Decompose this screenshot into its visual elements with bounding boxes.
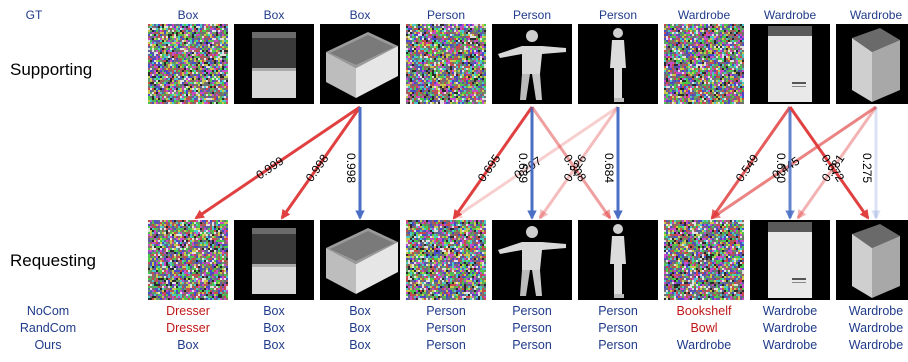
edge-weight-label: 0.620 <box>774 153 788 183</box>
edge-weight-label: 0.695 <box>475 151 504 184</box>
edge-weight-label: 0.684 <box>602 153 616 183</box>
edge-7-to-8 <box>788 106 870 220</box>
edge-2-to-0 <box>194 105 361 220</box>
result-randcom: Person <box>598 321 638 335</box>
legend-ours: Ours <box>34 338 62 352</box>
gt-header-2: Box <box>349 8 371 22</box>
supporting-image-wardrobe-front <box>750 24 830 104</box>
result-nocom: Box <box>263 304 285 318</box>
supporting-image-noise <box>148 24 228 104</box>
gt-header-1: Box <box>263 8 285 22</box>
legend-randcom: RandCom <box>19 321 77 335</box>
requesting-image-noise <box>148 220 228 300</box>
result-ours: Box <box>263 338 285 352</box>
requesting-image-wardrobe-front <box>750 220 830 300</box>
gt-header-label: GT <box>25 8 43 22</box>
result-nocom: Bookshelf <box>676 304 732 318</box>
result-randcom: Box <box>349 321 371 335</box>
supporting-image-wardrobe-angled <box>836 24 908 104</box>
supporting-image-noise <box>406 24 486 104</box>
result-nocom: Person <box>426 304 466 318</box>
result-randcom: Person <box>426 321 466 335</box>
result-column-0: Dresser Dresser Box <box>145 303 231 354</box>
edge-weight-label: 0.689 <box>516 153 530 183</box>
results-legend: NoCom RandCom Ours <box>18 303 78 354</box>
gt-header-7: Wardrobe <box>763 8 817 22</box>
result-randcom: Box <box>263 321 285 335</box>
result-ours: Person <box>426 338 466 352</box>
edge-weight-label: 0.998 <box>303 151 332 184</box>
result-column-5: Person Person Person <box>575 303 661 354</box>
result-column-2: Box Box Box <box>317 303 403 354</box>
result-nocom: Box <box>349 304 371 318</box>
result-ours: Person <box>598 338 638 352</box>
gt-header-4: Person <box>512 8 552 22</box>
edge-5-to-4 <box>538 106 620 220</box>
supporting-image-noise <box>664 24 744 104</box>
supporting-image-box-3d <box>320 24 400 104</box>
result-randcom: Wardrobe <box>848 321 904 335</box>
requesting-image-noise <box>406 220 486 300</box>
result-column-4: Person Person Person <box>489 303 575 354</box>
requesting-image-wardrobe-angled <box>836 220 908 300</box>
result-column-7: Wardrobe Wardrobe Wardrobe <box>747 303 833 354</box>
requesting-image-person-standing <box>578 220 658 300</box>
result-nocom: Person <box>598 304 638 318</box>
edge-weight-label: 0.549 <box>733 151 762 184</box>
supporting-row-label: Supporting <box>10 60 93 79</box>
result-column-8: Wardrobe Wardrobe Wardrobe <box>833 303 908 354</box>
edge-7-to-6 <box>710 106 792 220</box>
edge-4-to-5 <box>530 106 612 220</box>
result-column-6: Bookshelf Bowl Wardrobe <box>661 303 747 354</box>
result-randcom: Dresser <box>166 321 210 335</box>
result-ours: Box <box>177 338 199 352</box>
result-ours: Person <box>512 338 552 352</box>
gt-header-5: Person <box>598 8 638 22</box>
edge-5-to-3 <box>452 105 619 220</box>
edge-weight-label: 0.999 <box>253 154 286 183</box>
result-randcom: Person <box>512 321 552 335</box>
result-randcom: Bowl <box>690 321 718 335</box>
requesting-image-box-depth-dark <box>234 220 314 300</box>
legend-nocom: NoCom <box>26 304 70 318</box>
requesting-image-person-tpose <box>492 220 572 300</box>
supporting-image-person-standing <box>578 24 658 104</box>
edge-weight-label: 0.998 <box>344 153 358 183</box>
result-column-3: Person Person Person <box>403 303 489 354</box>
result-ours: Wardrobe <box>762 338 818 352</box>
result-nocom: Person <box>512 304 552 318</box>
result-nocom: Dresser <box>166 304 210 318</box>
edge-2-to-1 <box>280 106 362 220</box>
requesting-image-box-3d <box>320 220 400 300</box>
gt-header-3: Person <box>426 8 466 22</box>
requesting-row-label: Requesting <box>10 251 97 270</box>
result-nocom: Wardrobe <box>762 304 818 318</box>
requesting-image-noise <box>664 220 744 300</box>
gt-header-0: Box <box>177 8 199 22</box>
gt-header-8: Wardrobe <box>849 8 903 22</box>
gt-header-6: Wardrobe <box>677 8 731 22</box>
result-randcom: Wardrobe <box>762 321 818 335</box>
edge-8-to-6 <box>710 105 877 220</box>
edge-4-to-3 <box>452 106 534 220</box>
result-column-1: Box Box Box <box>231 303 317 354</box>
edge-weight-label: 0.275 <box>860 153 874 183</box>
supporting-image-person-tpose <box>492 24 572 104</box>
result-ours: Box <box>349 338 371 352</box>
edge-8-to-7 <box>796 106 878 220</box>
result-ours: Wardrobe <box>848 338 904 352</box>
supporting-image-box-depth-dark <box>234 24 314 104</box>
result-nocom: Wardrobe <box>848 304 904 318</box>
result-ours: Wardrobe <box>676 338 732 352</box>
